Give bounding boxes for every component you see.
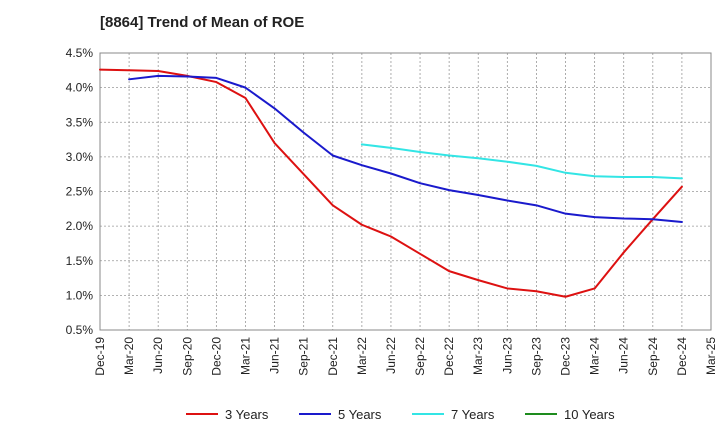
x-tick-label: Jun-24 xyxy=(617,337,631,374)
y-axis: 0.5% 1.0% 1.5% 2.0% 2.5% 3.0% 3.5% 4.0% 4.5% xyxy=(66,46,94,337)
y-tick-label: 1.5% xyxy=(66,254,94,268)
x-tick-label: Sep-23 xyxy=(529,337,543,376)
x-tick-label: Dec-21 xyxy=(326,337,340,376)
x-tick-label: Dec-19 xyxy=(93,337,107,376)
legend-label: 10 Years xyxy=(564,407,615,422)
legend-label: 7 Years xyxy=(451,407,495,422)
x-tick-label: Jun-22 xyxy=(384,337,398,374)
series-line-5-years xyxy=(128,74,683,223)
x-tick-label: Sep-24 xyxy=(646,337,660,376)
x-tick-label: Mar-22 xyxy=(355,337,369,375)
y-tick-label: 4.5% xyxy=(66,46,94,60)
y-tick-label: 3.5% xyxy=(66,115,94,129)
y-tick-label: 2.0% xyxy=(66,219,94,233)
y-tick-label: 2.5% xyxy=(66,185,94,199)
x-tick-label: Mar-21 xyxy=(238,337,252,375)
x-tick-label: Sep-20 xyxy=(180,337,194,376)
legend-label: 3 Years xyxy=(225,407,269,422)
y-tick-label: 3.0% xyxy=(66,150,94,164)
x-tick-label: Dec-24 xyxy=(675,337,689,376)
x-tick-label: Jun-20 xyxy=(151,337,165,374)
y-tick-label: 4.0% xyxy=(66,81,94,95)
x-tick-label: Sep-22 xyxy=(413,337,427,376)
x-tick-label: Mar-23 xyxy=(471,337,485,375)
x-tick-label: Mar-20 xyxy=(122,337,136,375)
x-axis: Dec-19 Mar-20 Jun-20 Sep-20 Dec-20 Mar-21 Jun-… xyxy=(93,337,718,376)
x-tick-label: Dec-23 xyxy=(559,337,573,376)
x-tick-label: Mar-24 xyxy=(588,337,602,375)
series-line-7-years xyxy=(360,143,683,180)
y-tick-label: 1.0% xyxy=(66,288,94,302)
x-tick-label: Jun-21 xyxy=(268,337,282,374)
x-tick-label: Dec-22 xyxy=(442,337,456,376)
chart-title: [8864] Trend of Mean of ROE xyxy=(100,14,305,31)
x-tick-label: Mar-25 xyxy=(704,337,718,375)
y-tick-label: 0.5% xyxy=(66,323,94,337)
x-tick-label: Sep-21 xyxy=(297,337,311,376)
x-tick-label: Dec-20 xyxy=(209,337,223,376)
series-lines xyxy=(99,68,683,298)
plot-frame xyxy=(99,52,712,331)
x-tick-label: Jun-23 xyxy=(500,337,514,374)
legend: 3 Years 5 Years 7 Years 10 Years xyxy=(186,407,615,422)
legend-label: 5 Years xyxy=(338,407,382,422)
